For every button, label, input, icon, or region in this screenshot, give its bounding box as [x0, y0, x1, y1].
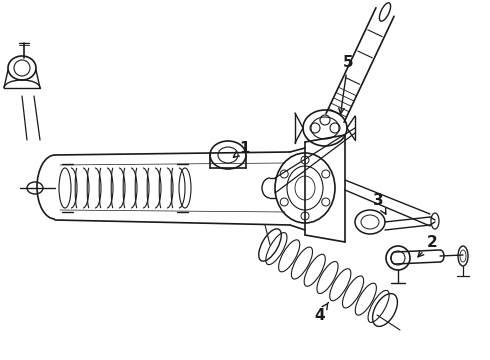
- Text: 1: 1: [233, 140, 250, 157]
- Text: 3: 3: [373, 193, 386, 214]
- Text: 2: 2: [418, 234, 438, 257]
- Text: 5: 5: [339, 54, 353, 114]
- Text: 4: 4: [315, 302, 328, 323]
